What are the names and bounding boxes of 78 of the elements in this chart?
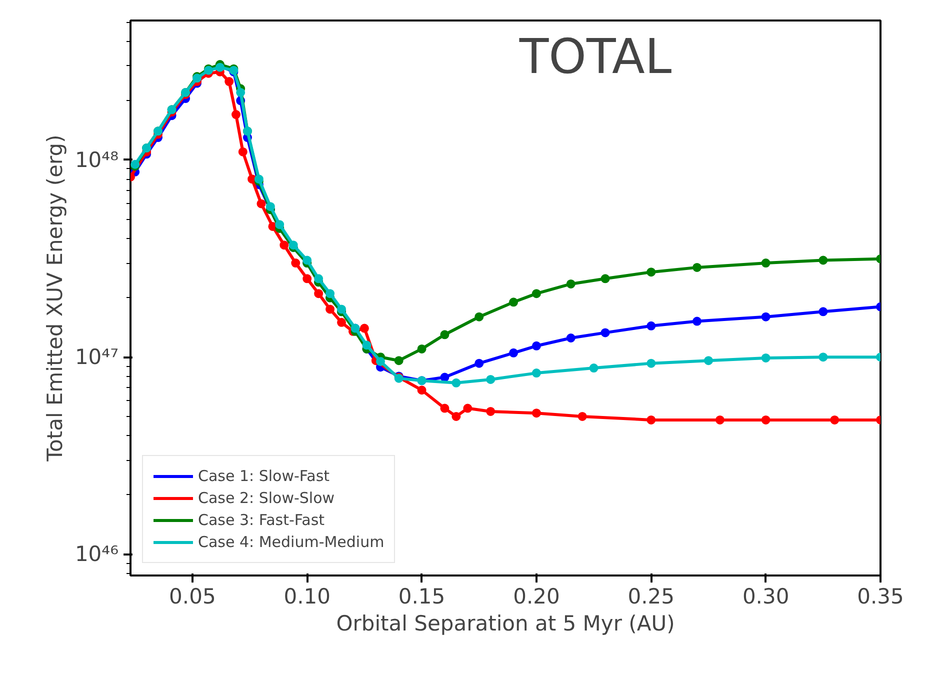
legend-label: Case 4: Medium-Medium <box>198 533 384 551</box>
point <box>761 258 770 268</box>
point <box>452 378 461 388</box>
point <box>486 406 496 416</box>
point <box>761 353 770 362</box>
point <box>236 88 246 97</box>
point <box>326 304 335 314</box>
point <box>224 77 234 86</box>
point <box>646 415 656 424</box>
x-tick-label: 0.15 <box>398 584 446 608</box>
chart-title: TOTAL <box>518 28 672 85</box>
point <box>830 415 840 424</box>
point <box>452 412 461 421</box>
point <box>266 202 275 212</box>
point <box>486 374 496 384</box>
x-axis-title: Orbital Separation at 5 Myr (AU) <box>336 612 675 636</box>
point <box>761 312 770 322</box>
point <box>440 330 450 340</box>
x-tick-label: 0.25 <box>628 584 675 608</box>
point <box>337 318 346 327</box>
point <box>646 321 656 330</box>
y-tick-label: 10⁴⁸ <box>74 148 119 172</box>
point <box>314 289 324 298</box>
point <box>761 415 770 424</box>
point <box>376 357 385 366</box>
point <box>692 262 702 272</box>
point <box>394 356 404 366</box>
y-axis-title: Total Emitted XUV Energy (erg) <box>42 134 67 462</box>
point <box>646 358 656 368</box>
point <box>818 256 828 265</box>
point <box>600 274 610 284</box>
point <box>692 316 702 326</box>
point <box>589 364 598 373</box>
legend-label: Case 2: Slow-Slow <box>198 489 335 507</box>
legend-label: Case 3: Fast-Fast <box>198 511 325 529</box>
point <box>715 415 724 424</box>
y-tick-label: 10⁴⁶ <box>74 542 119 566</box>
point <box>532 341 541 350</box>
x-tick-label: 0.35 <box>857 584 904 608</box>
y-tick-label: 10⁴⁷ <box>74 345 119 370</box>
point <box>275 220 284 230</box>
point <box>256 199 266 208</box>
point <box>509 348 518 358</box>
point <box>646 268 656 277</box>
point <box>474 312 484 322</box>
point <box>440 372 450 382</box>
point <box>566 279 576 288</box>
point <box>818 352 828 362</box>
point <box>532 408 541 418</box>
point <box>291 258 300 268</box>
point <box>566 334 576 342</box>
point <box>417 344 426 354</box>
point <box>463 404 472 413</box>
legend-label: Case 1: Slow-Fast <box>198 467 330 485</box>
point <box>238 147 248 156</box>
point <box>440 404 450 413</box>
point <box>314 274 324 284</box>
point <box>578 412 587 421</box>
point <box>232 110 241 120</box>
point <box>302 274 312 284</box>
point <box>818 307 828 316</box>
point <box>600 328 610 338</box>
point <box>509 298 518 307</box>
point <box>326 289 335 298</box>
point <box>417 386 426 395</box>
x-tick-label: 0.10 <box>284 584 330 608</box>
point <box>362 340 372 350</box>
point <box>337 304 346 314</box>
x-tick-label: 0.30 <box>742 584 790 608</box>
point <box>280 240 289 250</box>
point <box>532 368 541 378</box>
point <box>302 256 312 265</box>
point <box>360 324 369 333</box>
point <box>704 356 713 366</box>
point <box>532 289 541 298</box>
x-tick-label: 0.05 <box>169 584 216 608</box>
x-tick-label: 0.20 <box>513 584 560 608</box>
point <box>474 358 484 368</box>
